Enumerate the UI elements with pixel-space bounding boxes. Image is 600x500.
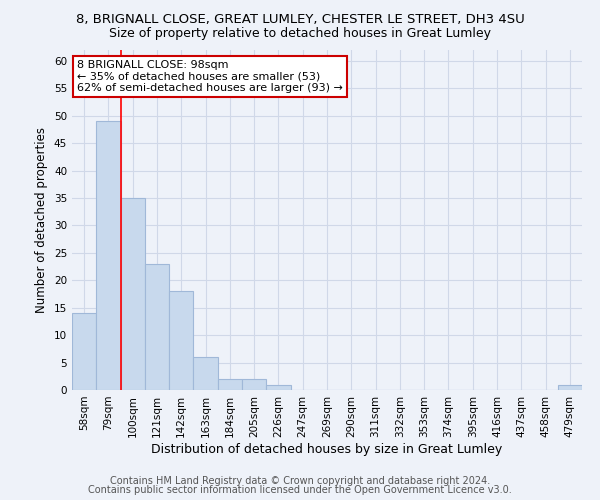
Bar	[266, 384, 290, 390]
Bar	[558, 384, 582, 390]
Bar	[218, 379, 242, 390]
X-axis label: Distribution of detached houses by size in Great Lumley: Distribution of detached houses by size …	[151, 442, 503, 456]
Bar	[169, 292, 193, 390]
Bar	[72, 313, 96, 390]
Bar	[121, 198, 145, 390]
Bar	[193, 357, 218, 390]
Bar	[96, 122, 121, 390]
Text: Contains HM Land Registry data © Crown copyright and database right 2024.: Contains HM Land Registry data © Crown c…	[110, 476, 490, 486]
Text: 8, BRIGNALL CLOSE, GREAT LUMLEY, CHESTER LE STREET, DH3 4SU: 8, BRIGNALL CLOSE, GREAT LUMLEY, CHESTER…	[76, 12, 524, 26]
Bar	[145, 264, 169, 390]
Bar	[242, 379, 266, 390]
Text: Size of property relative to detached houses in Great Lumley: Size of property relative to detached ho…	[109, 28, 491, 40]
Text: 8 BRIGNALL CLOSE: 98sqm
← 35% of detached houses are smaller (53)
62% of semi-de: 8 BRIGNALL CLOSE: 98sqm ← 35% of detache…	[77, 60, 343, 94]
Text: Contains public sector information licensed under the Open Government Licence v3: Contains public sector information licen…	[88, 485, 512, 495]
Y-axis label: Number of detached properties: Number of detached properties	[35, 127, 49, 313]
